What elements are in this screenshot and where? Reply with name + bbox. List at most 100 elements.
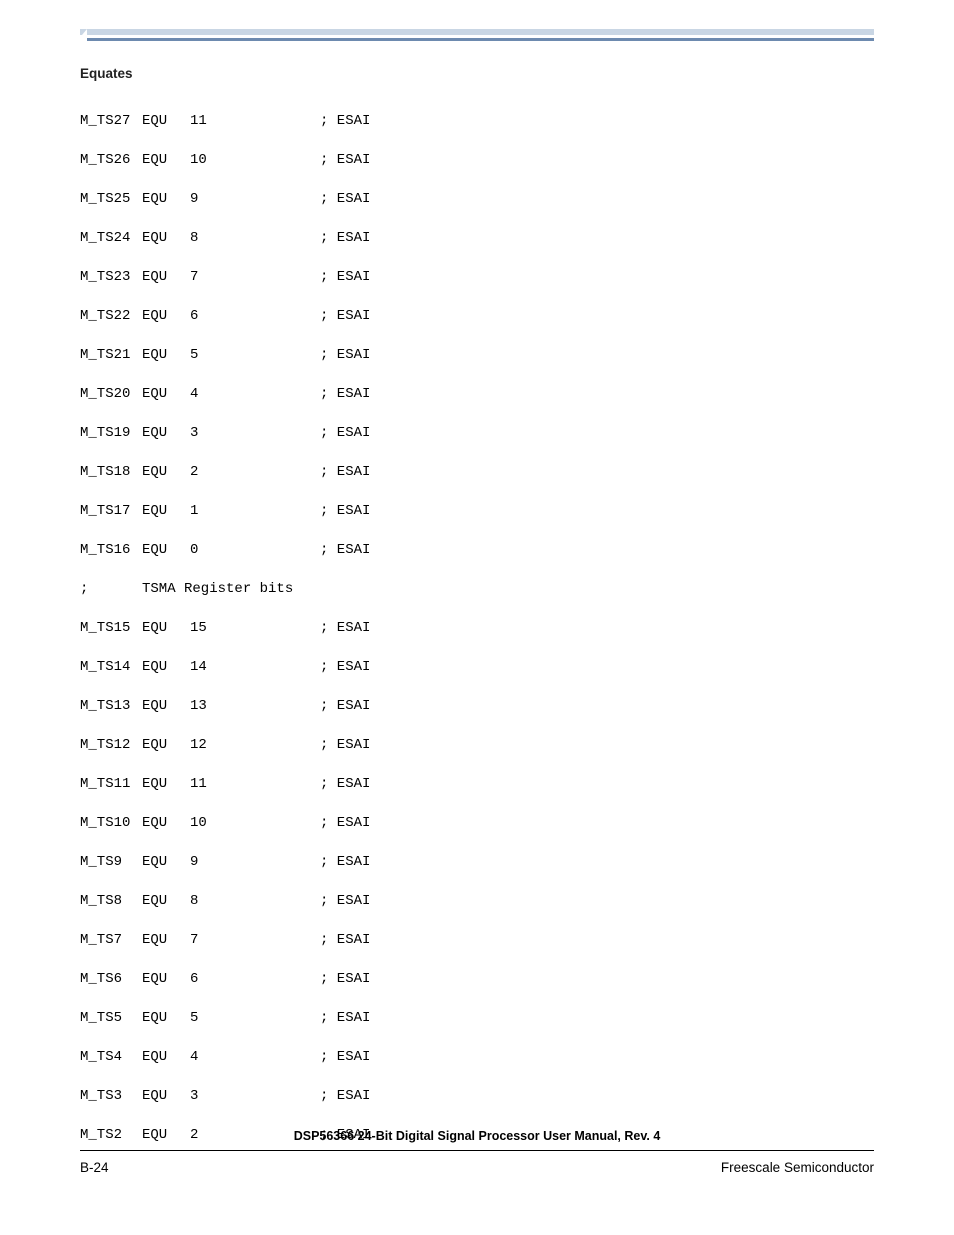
code-label: M_TS11 xyxy=(80,777,142,791)
code-op: EQU xyxy=(142,816,190,830)
code-line: M_TS23EQU7; ESAI xyxy=(80,270,370,309)
code-line: M_TS16EQU0; ESAI xyxy=(80,543,370,582)
code-label: M_TS13 xyxy=(80,699,142,713)
code-op: EQU xyxy=(142,621,190,635)
code-line: M_TS24EQU8; ESAI xyxy=(80,231,370,270)
code-line: M_TS6EQU6; ESAI xyxy=(80,972,370,1011)
code-line: M_TS14EQU14; ESAI xyxy=(80,660,370,699)
code-op: EQU xyxy=(142,465,190,479)
code-value: 13 xyxy=(190,699,320,713)
code-line: M_TS5EQU5; ESAI xyxy=(80,1011,370,1050)
footer-page-number: B-24 xyxy=(80,1160,109,1175)
code-op: EQU xyxy=(142,777,190,791)
code-op: EQU xyxy=(142,894,190,908)
footer-doc-title: DSP56366 24-Bit Digital Signal Processor… xyxy=(0,1129,954,1143)
code-value: 7 xyxy=(190,270,320,284)
code-label: M_TS27 xyxy=(80,114,142,128)
code-value: 10 xyxy=(190,153,320,167)
code-line: M_TS27EQU11; ESAI xyxy=(80,114,370,153)
code-line: M_TS22EQU6; ESAI xyxy=(80,309,370,348)
code-op: EQU xyxy=(142,153,190,167)
code-line: ;TSMA Register bits xyxy=(80,582,370,621)
code-comment: ; ESAI xyxy=(320,114,370,128)
code-value: 9 xyxy=(190,192,320,206)
code-label: M_TS3 xyxy=(80,1089,142,1103)
code-label: M_TS14 xyxy=(80,660,142,674)
code-value: 6 xyxy=(190,309,320,323)
code-op: EQU xyxy=(142,1089,190,1103)
code-label: M_TS16 xyxy=(80,543,142,557)
code-value: 11 xyxy=(190,777,320,791)
code-op: EQU xyxy=(142,309,190,323)
code-comment: ; ESAI xyxy=(320,855,370,869)
code-label: M_TS8 xyxy=(80,894,142,908)
code-op: EQU xyxy=(142,855,190,869)
code-section-comment: TSMA Register bits xyxy=(142,581,293,597)
code-value: 3 xyxy=(190,426,320,440)
code-value: 8 xyxy=(190,894,320,908)
code-value: 9 xyxy=(190,855,320,869)
code-line: M_TS17EQU1; ESAI xyxy=(80,504,370,543)
code-value: 7 xyxy=(190,933,320,947)
code-label: M_TS18 xyxy=(80,465,142,479)
code-value: 1 xyxy=(190,504,320,518)
code-line: M_TS19EQU3; ESAI xyxy=(80,426,370,465)
code-op: EQU xyxy=(142,1050,190,1064)
code-comment: ; ESAI xyxy=(320,270,370,284)
code-label: M_TS17 xyxy=(80,504,142,518)
code-label: M_TS9 xyxy=(80,855,142,869)
code-value: 5 xyxy=(190,1011,320,1025)
code-value: 11 xyxy=(190,114,320,128)
code-value: 3 xyxy=(190,1089,320,1103)
code-value: 5 xyxy=(190,348,320,362)
code-comment: ; ESAI xyxy=(320,738,370,752)
code-comment: ; ESAI xyxy=(320,816,370,830)
code-label: M_TS24 xyxy=(80,231,142,245)
code-op: EQU xyxy=(142,231,190,245)
code-op: EQU xyxy=(142,387,190,401)
code-label: M_TS10 xyxy=(80,816,142,830)
code-op: EQU xyxy=(142,933,190,947)
code-line: M_TS21EQU5; ESAI xyxy=(80,348,370,387)
code-label: M_TS25 xyxy=(80,192,142,206)
code-value: 12 xyxy=(190,738,320,752)
section-title: Equates xyxy=(80,66,133,81)
code-comment: ; ESAI xyxy=(320,1089,370,1103)
code-op: EQU xyxy=(142,738,190,752)
header-rule-dark xyxy=(80,38,874,41)
code-label: M_TS19 xyxy=(80,426,142,440)
code-line: M_TS26EQU10; ESAI xyxy=(80,153,370,192)
code-op: EQU xyxy=(142,699,190,713)
code-label: M_TS15 xyxy=(80,621,142,635)
code-label: M_TS20 xyxy=(80,387,142,401)
code-comment: ; ESAI xyxy=(320,231,370,245)
code-comment: ; ESAI xyxy=(320,894,370,908)
code-comment: ; ESAI xyxy=(320,972,370,986)
code-comment: ; ESAI xyxy=(320,660,370,674)
code-comment: ; ESAI xyxy=(320,348,370,362)
code-label: M_TS4 xyxy=(80,1050,142,1064)
code-line: M_TS7EQU7; ESAI xyxy=(80,933,370,972)
code-label: M_TS12 xyxy=(80,738,142,752)
code-label: ; xyxy=(80,582,142,596)
page: Equates M_TS27EQU11; ESAIM_TS26EQU10; ES… xyxy=(0,0,954,1235)
code-comment: ; ESAI xyxy=(320,699,370,713)
code-comment: ; ESAI xyxy=(320,1011,370,1025)
code-line: M_TS25EQU9; ESAI xyxy=(80,192,370,231)
code-line: M_TS13EQU13; ESAI xyxy=(80,699,370,738)
code-comment: ; ESAI xyxy=(320,933,370,947)
code-label: M_TS6 xyxy=(80,972,142,986)
code-comment: ; ESAI xyxy=(320,192,370,206)
code-op: EQU xyxy=(142,270,190,284)
footer-rule xyxy=(80,1150,874,1151)
code-value: 2 xyxy=(190,465,320,479)
code-label: M_TS7 xyxy=(80,933,142,947)
code-comment: ; ESAI xyxy=(320,426,370,440)
code-op: EQU xyxy=(142,543,190,557)
code-line: M_TS18EQU2; ESAI xyxy=(80,465,370,504)
code-line: M_TS11EQU11; ESAI xyxy=(80,777,370,816)
code-comment: ; ESAI xyxy=(320,153,370,167)
code-op: EQU xyxy=(142,192,190,206)
code-value: 14 xyxy=(190,660,320,674)
code-line: M_TS20EQU4; ESAI xyxy=(80,387,370,426)
